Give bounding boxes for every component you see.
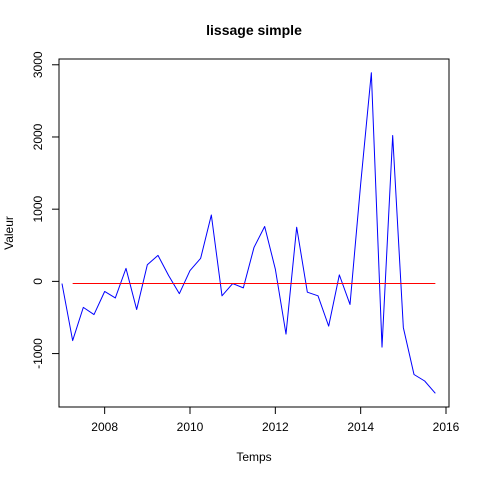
x-tick-label: 2014	[347, 420, 374, 434]
y-tick-label: -1000	[31, 338, 45, 369]
x-axis: 2008 2010 2012 2014 2016	[91, 407, 460, 434]
y-axis-label: Valeur	[2, 216, 16, 250]
y-tick-label: 1000	[31, 196, 45, 223]
chart-title: lissage simple	[206, 22, 302, 38]
y-axis: -1000 0 1000 2000 3000	[31, 51, 59, 369]
y-tick-label: 0	[31, 278, 45, 285]
x-tick-label: 2012	[262, 420, 289, 434]
x-axis-label: Temps	[236, 450, 271, 464]
y-tick-label: 3000	[31, 51, 45, 78]
x-tick-label: 2008	[91, 420, 118, 434]
series-line-blue	[61, 72, 436, 394]
x-tick-label: 2010	[177, 420, 204, 434]
x-tick-label: 2016	[433, 420, 460, 434]
y-tick-label: 2000	[31, 123, 45, 150]
plot-frame	[58, 58, 450, 408]
series-layer	[61, 72, 436, 394]
